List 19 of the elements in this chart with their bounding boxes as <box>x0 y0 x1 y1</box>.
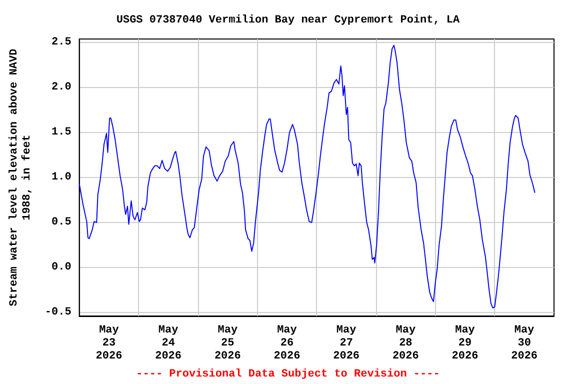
x-tick-label: May 26 2026 <box>274 324 300 362</box>
x-tick-label: May 29 2026 <box>452 324 478 362</box>
y-axis-title: Stream water level elevation above NAVD 1988, in feet <box>8 48 34 306</box>
y-tick-label: 2.0 <box>51 82 72 94</box>
text: ---- Provisional Data Subject to Revision ---- <box>136 368 440 380</box>
y-tick-label: 1.5 <box>51 126 72 139</box>
chart-title: USGS 07387040 Vermilion Bay near Cypremort Point, LA <box>116 14 460 26</box>
y-tick-label: 0.0 <box>51 261 72 274</box>
x-tick-label: May 25 2026 <box>214 324 241 362</box>
y-tick-label: 1.0 <box>51 172 72 184</box>
x-tick-label: May 30 2026 <box>511 324 538 362</box>
line-series <box>78 44 536 308</box>
x-tick-label: May 24 2026 <box>155 324 182 362</box>
x-tick-label: May 27 2026 <box>333 324 360 362</box>
y-tick-label: -0.5 <box>44 306 72 318</box>
x-tick-label: May 28 2026 <box>392 324 419 362</box>
x-tick-label: May 23 2026 <box>96 324 122 362</box>
y-tick-label: 2.5 <box>51 36 72 49</box>
y-tick-label: 0.5 <box>51 216 72 228</box>
